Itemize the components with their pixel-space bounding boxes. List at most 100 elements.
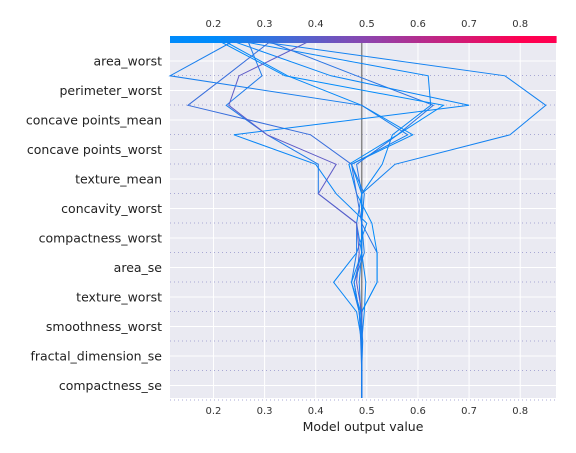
colorbar-segment (366, 36, 371, 43)
colorbar-segment (546, 36, 551, 43)
colorbar-segment (549, 36, 554, 43)
colorbar-segment (414, 36, 419, 43)
colorbar-segment (282, 36, 287, 43)
feature-label: area_worst (93, 54, 162, 69)
colorbar-segment (240, 36, 245, 43)
colorbar-segment (433, 36, 438, 43)
colorbar-segment (520, 36, 525, 43)
colorbar-segment (170, 36, 174, 43)
feature-label: concave points_mean (26, 113, 162, 128)
colorbar-segment (243, 36, 248, 43)
colorbar-segment (488, 36, 493, 43)
colorbar-segment (292, 36, 297, 43)
colorbar-segment (269, 36, 274, 43)
colorbar-segment (305, 36, 309, 43)
colorbar-segment (224, 36, 229, 43)
colorbar-segment (475, 36, 480, 43)
colorbar-segment (298, 36, 303, 43)
colorbar-segment (530, 36, 535, 43)
colorbar-segment (260, 36, 264, 43)
colorbar-segment (340, 36, 345, 43)
colorbar-segment (250, 36, 255, 43)
colorbar-segment (346, 36, 351, 43)
colorbar-segment (359, 36, 364, 43)
colorbar-segment (478, 36, 483, 43)
colorbar-segment (227, 36, 232, 43)
colorbar-segment (523, 36, 528, 43)
colorbar-segment (337, 36, 342, 43)
colorbar-segment (350, 36, 354, 43)
colorbar-segment (379, 36, 383, 43)
colorbar-segment (539, 36, 544, 43)
colorbar-segment (514, 36, 518, 43)
colorbar-segment (372, 36, 377, 43)
x-axis-ticks: 0.2 0.3 0.4 0.5 0.6 0.7 0.8 (206, 406, 529, 417)
colorbar-segment (382, 36, 387, 43)
colorbar-segment (215, 36, 219, 43)
colorbar-segment (443, 36, 448, 43)
colorbar-segment (411, 36, 416, 43)
colorbar-tick-label: 0.6 (410, 19, 426, 30)
colorbar-segment (395, 36, 399, 43)
colorbar-segment (308, 36, 313, 43)
colorbar-segment (536, 36, 541, 43)
colorbar-segment (456, 36, 461, 43)
colorbar-segment (449, 36, 454, 43)
colorbar-segment (198, 36, 203, 43)
colorbar-segment (375, 36, 380, 43)
feature-label: compactness_worst (39, 231, 162, 246)
colorbar-segment (202, 36, 206, 43)
colorbar-segment (276, 36, 280, 43)
colorbar-segment (517, 36, 522, 43)
colorbar-segment (427, 36, 432, 43)
colorbar-segment (363, 36, 367, 43)
colorbar-segment (485, 36, 490, 43)
colorbar-tick-label: 0.3 (257, 19, 273, 30)
colorbar-segment (369, 36, 374, 43)
colorbar-segment (507, 36, 512, 43)
colorbar-segment (401, 36, 406, 43)
feature-label: texture_worst (76, 290, 162, 305)
colorbar-tick-label: 0.8 (512, 19, 528, 30)
colorbar-segment (385, 36, 390, 43)
colorbar-segment (263, 36, 268, 43)
colorbar-segment (221, 36, 226, 43)
colorbar-segment (234, 36, 239, 43)
colorbar-segment (208, 36, 213, 43)
colorbar-segment (179, 36, 184, 43)
feature-label: concavity_worst (61, 201, 162, 216)
colorbar-segment (285, 36, 290, 43)
colorbar-segment (272, 36, 277, 43)
x-tick-label: 0.3 (257, 406, 273, 417)
colorbar-ticks: 0.2 0.3 0.4 0.5 0.6 0.7 0.8 (206, 19, 529, 30)
colorbar-segment (173, 36, 178, 43)
colorbar-segment (398, 36, 403, 43)
colorbar-segment (436, 36, 441, 43)
colorbar-segment (211, 36, 216, 43)
colorbar-segment (176, 36, 181, 43)
colorbar-segment (317, 36, 322, 43)
colorbar-segment (343, 36, 348, 43)
colorbar-segment (205, 36, 210, 43)
colorbar-tick-label: 0.7 (461, 19, 477, 30)
colorbar-segment (237, 36, 242, 43)
x-tick-label: 0.8 (512, 406, 528, 417)
colorbar-segment (420, 36, 425, 43)
x-tick-label: 0.5 (359, 406, 375, 417)
colorbar-segment (430, 36, 435, 43)
colorbar-segment (231, 36, 235, 43)
feature-label: compactness_se (59, 378, 162, 393)
feature-label: perimeter_worst (59, 83, 162, 98)
colorbar-segment (440, 36, 445, 43)
colorbar-segment (453, 36, 457, 43)
colorbar-segment (186, 36, 190, 43)
colorbar-segment (330, 36, 335, 43)
series-layer (168, 37, 547, 398)
colorbar-segment (356, 36, 361, 43)
x-axis-title: Model output value (303, 419, 424, 434)
colorbar-segment (182, 36, 187, 43)
feature-label: fractal_dimension_se (30, 349, 162, 364)
colorbar-segment (314, 36, 319, 43)
